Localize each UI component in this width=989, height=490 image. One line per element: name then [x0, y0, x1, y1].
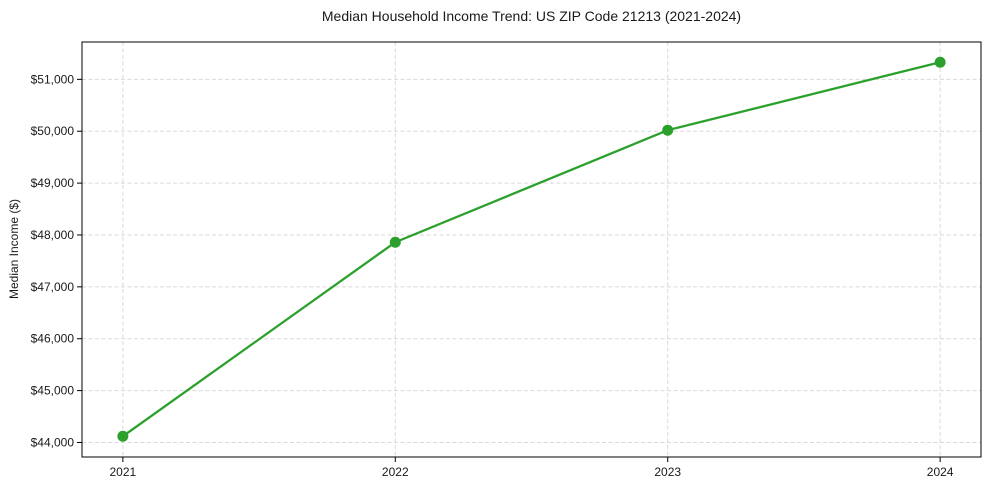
data-point-2024 [934, 56, 946, 68]
chart-title: Median Household Income Trend: US ZIP Co… [321, 8, 742, 24]
y-tick-label: $44,000 [31, 435, 75, 449]
y-tick-label: $47,000 [31, 280, 75, 294]
x-tick-label: 2023 [654, 465, 681, 479]
y-tick-label: $50,000 [31, 124, 75, 138]
y-tick-label: $49,000 [31, 176, 75, 190]
data-point-2023 [662, 124, 674, 136]
y-tick-label: $46,000 [31, 332, 75, 346]
plot-border [81, 41, 982, 458]
y-tick-label: $48,000 [31, 228, 75, 242]
x-tick-label: 2021 [110, 465, 137, 479]
y-tick-label: $45,000 [31, 384, 75, 398]
trend-line [121, 61, 942, 438]
y-tick-label: $51,000 [31, 72, 75, 86]
x-tick-label: 2024 [927, 465, 954, 479]
data-point-2021 [117, 430, 129, 442]
x-tick-label: 2022 [382, 465, 409, 479]
data-point-2022 [389, 236, 401, 248]
